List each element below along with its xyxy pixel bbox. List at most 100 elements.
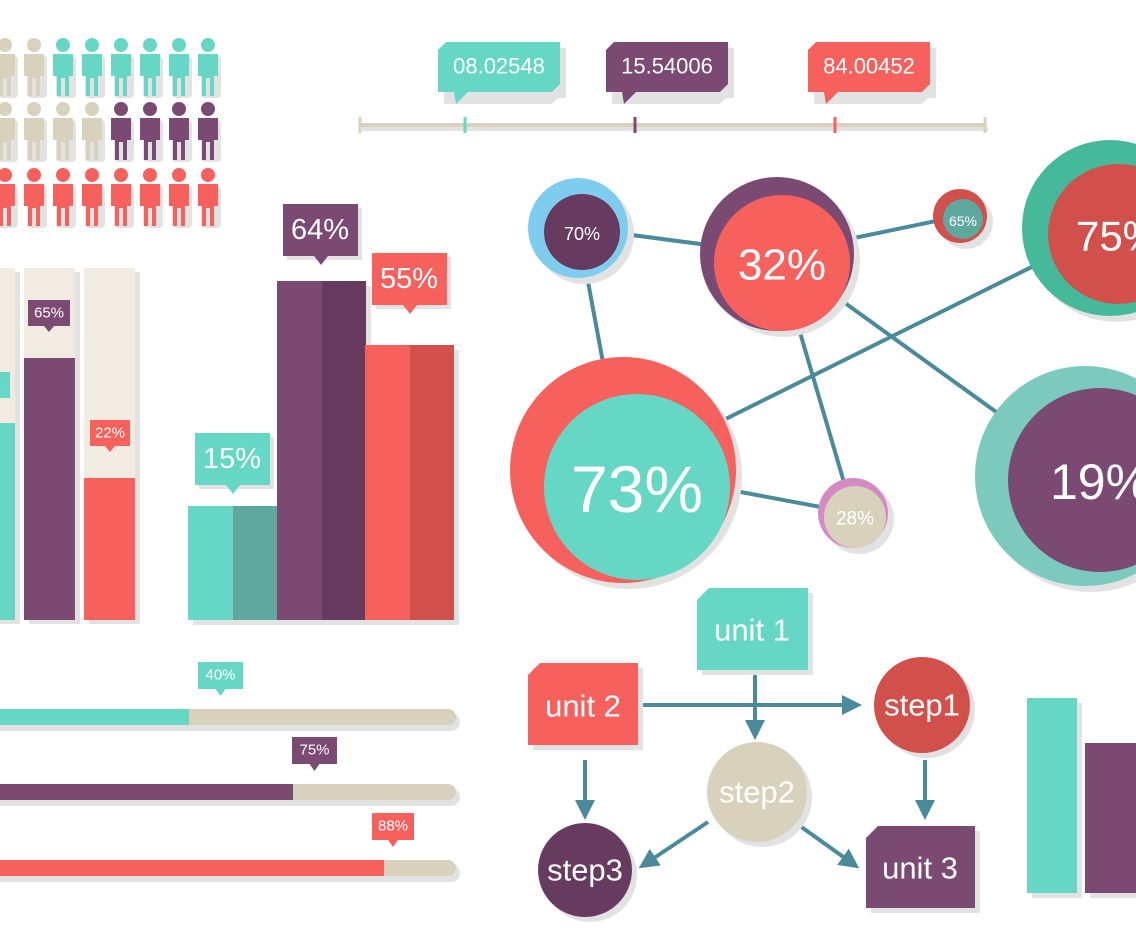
person-head — [201, 38, 215, 52]
bar-front — [277, 281, 322, 620]
node-core — [1008, 388, 1136, 572]
person-head — [0, 102, 12, 116]
marker-label: 84.00452 — [823, 54, 915, 79]
marker-box — [438, 42, 560, 104]
column-label-box — [90, 420, 130, 452]
node-label: 28% — [836, 509, 874, 530]
node-core — [1048, 164, 1136, 304]
person-body — [24, 184, 44, 226]
person-head — [85, 102, 99, 116]
column-label: 65% — [34, 305, 64, 322]
progress-label: 88% — [378, 818, 408, 835]
bar-side — [233, 506, 277, 620]
person-head — [143, 102, 157, 116]
bar-label: 15% — [203, 443, 261, 475]
person-body — [169, 54, 189, 96]
person-head — [85, 168, 99, 182]
node-label: 70% — [564, 224, 600, 244]
flow-circle — [874, 657, 970, 753]
person-head — [0, 168, 12, 182]
progress-fill — [0, 784, 293, 800]
marker-label: 15.54006 — [621, 54, 713, 79]
flow-circle — [707, 742, 807, 842]
flow-label: unit 3 — [882, 851, 958, 886]
person-head — [143, 38, 157, 52]
person-body — [24, 118, 44, 160]
person-head — [172, 102, 186, 116]
bar-label-box — [195, 433, 270, 494]
flow-label: unit 1 — [714, 613, 790, 648]
person-head — [114, 102, 128, 116]
flow-box — [697, 588, 808, 670]
person-body — [198, 118, 218, 160]
flow-label: step2 — [719, 775, 795, 810]
bar-front — [365, 345, 410, 620]
person-head — [27, 102, 41, 116]
flow-label: unit 2 — [545, 689, 621, 724]
node-label: 65% — [949, 213, 977, 229]
person-body — [0, 118, 15, 160]
flow-label: step1 — [884, 688, 960, 723]
person-body — [0, 184, 15, 226]
person-head — [172, 168, 186, 182]
progress-label-box — [372, 813, 414, 847]
person-head — [56, 38, 70, 52]
person-head — [172, 38, 186, 52]
person-body — [140, 184, 160, 226]
progress-fill — [0, 860, 384, 876]
node-core — [943, 199, 983, 239]
bar-label-box — [372, 253, 447, 314]
person-body — [111, 184, 131, 226]
node-label: 75% — [1076, 213, 1136, 260]
corner-bar — [1085, 743, 1136, 893]
node-label: 19% — [1050, 454, 1136, 510]
node-label: 32% — [738, 241, 826, 290]
bar-side — [410, 345, 454, 620]
progress-label: 40% — [205, 667, 235, 684]
marker-label: 08.02548 — [453, 54, 545, 79]
node-label: 73% — [571, 452, 703, 526]
column-fill — [0, 423, 15, 620]
person-head — [56, 168, 70, 182]
flow-circle — [538, 823, 632, 917]
column-label: % — [0, 377, 1, 394]
bar-side — [322, 281, 366, 620]
bar-label-box — [283, 204, 358, 265]
person-head — [56, 102, 70, 116]
bar-label: 55% — [380, 263, 438, 295]
person-head — [114, 168, 128, 182]
person-body — [53, 118, 73, 160]
progress-label-box — [292, 737, 337, 771]
node-core — [824, 486, 886, 548]
node-core — [544, 194, 620, 270]
person-head — [27, 168, 41, 182]
person-body — [24, 54, 44, 96]
bar-label: 64% — [291, 214, 349, 246]
person-body — [111, 54, 131, 96]
node-core — [544, 394, 730, 580]
person-head — [143, 168, 157, 182]
marker-box — [606, 42, 728, 104]
column-fill — [84, 478, 135, 620]
flow-arrow — [798, 824, 860, 869]
marker-box — [808, 42, 930, 104]
column-label-box — [0, 372, 10, 398]
column-fill — [24, 358, 75, 620]
person-body — [53, 184, 73, 226]
person-body — [198, 54, 218, 96]
person-body — [140, 118, 160, 160]
flow-arrow — [638, 820, 710, 869]
person-head — [27, 38, 41, 52]
person-head — [201, 102, 215, 116]
flow-box — [866, 826, 975, 908]
person-body — [140, 54, 160, 96]
node-core — [714, 195, 850, 331]
person-body — [169, 118, 189, 160]
person-body — [82, 54, 102, 96]
person-head — [201, 168, 215, 182]
person-head — [0, 38, 12, 52]
person-body — [198, 184, 218, 226]
flow-box — [528, 663, 638, 745]
